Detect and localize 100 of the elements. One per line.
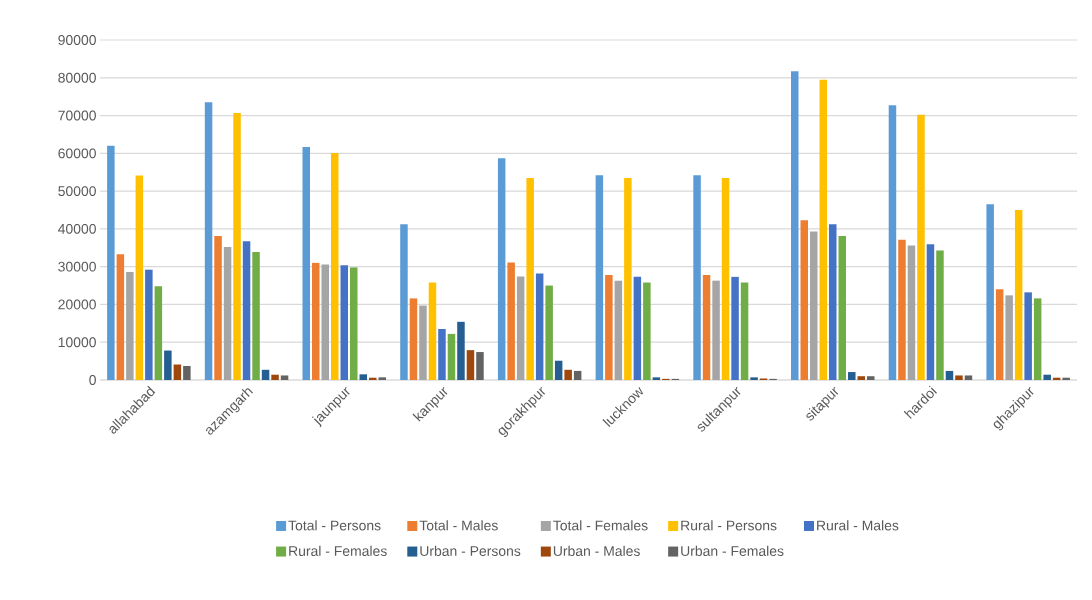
- bar: [643, 282, 651, 380]
- y-tick-label: 0: [89, 375, 96, 385]
- bar: [936, 250, 944, 380]
- bar: [223, 247, 232, 380]
- y-tick-label: 70000: [58, 110, 96, 121]
- legend-label: Total - Males: [419, 520, 498, 531]
- bar: [135, 175, 144, 380]
- bar: [331, 152, 339, 380]
- bar: [712, 280, 720, 380]
- bar: [145, 269, 153, 380]
- bar: [164, 350, 172, 380]
- bar: [497, 158, 506, 380]
- bar: [926, 244, 935, 380]
- legend-label: Total - Females: [553, 520, 648, 531]
- bar: [447, 333, 456, 380]
- bar: [1005, 295, 1013, 380]
- legend-label: Rural - Persons: [681, 520, 777, 531]
- bar: [614, 280, 623, 380]
- bar: [280, 375, 289, 380]
- bar: [573, 370, 582, 380]
- bar: [1062, 377, 1070, 380]
- bar: [409, 298, 418, 380]
- bar: [302, 146, 311, 380]
- bar: [995, 289, 1004, 380]
- bar: [898, 239, 906, 380]
- bar: [242, 241, 251, 380]
- bar: [750, 377, 758, 380]
- bar: [888, 105, 897, 380]
- bar: [564, 369, 572, 380]
- bar: [848, 372, 856, 380]
- bar: [986, 204, 994, 380]
- bar: [731, 276, 739, 380]
- bar: [740, 282, 749, 380]
- bar: [867, 376, 875, 380]
- bar: [457, 321, 465, 380]
- y-tick-label: 30000: [58, 261, 96, 272]
- bar: [428, 282, 437, 380]
- bar: [652, 377, 661, 380]
- bar: [693, 175, 701, 380]
- y-tick-label: 60000: [58, 148, 96, 159]
- bar: [955, 375, 963, 380]
- bar: [173, 364, 182, 380]
- bar: [516, 276, 525, 380]
- bar: [917, 114, 925, 380]
- bar: [605, 274, 613, 380]
- bar: [116, 254, 125, 380]
- bar: [438, 328, 446, 380]
- bar: [476, 352, 484, 380]
- bar: [204, 102, 213, 380]
- bar: [252, 251, 260, 380]
- bar: [369, 377, 377, 380]
- legend-label: Total - Persons: [288, 520, 381, 531]
- bar: [321, 264, 330, 380]
- bar: [829, 224, 837, 380]
- bar: [800, 220, 809, 380]
- bar: [1024, 292, 1032, 380]
- bar: [526, 177, 534, 380]
- bar: [624, 177, 632, 380]
- bar: [945, 370, 954, 380]
- bar: [507, 262, 515, 380]
- bar: [791, 71, 799, 380]
- bar: [1033, 298, 1042, 380]
- bar: [907, 245, 916, 380]
- y-tick-label: 90000: [58, 35, 96, 45]
- bar: [819, 79, 828, 380]
- bar: [633, 276, 642, 380]
- bar: [466, 350, 475, 380]
- bar: [271, 374, 279, 380]
- legend-label: Urban - Males: [553, 545, 640, 556]
- bar: [107, 145, 115, 380]
- y-tick-label: 10000: [58, 337, 96, 348]
- bar: [1043, 374, 1051, 380]
- bar: [838, 236, 847, 380]
- bar: [378, 377, 387, 380]
- bar: [545, 285, 553, 380]
- y-tick-label: 40000: [58, 223, 96, 234]
- bar: [350, 267, 358, 380]
- bar: [721, 177, 730, 380]
- bar: [261, 369, 270, 380]
- bar: [312, 262, 320, 380]
- y-tick-label: 80000: [58, 72, 96, 83]
- bar: [964, 375, 973, 380]
- bar: [359, 374, 368, 380]
- bar: [702, 274, 711, 380]
- bar: [400, 224, 408, 380]
- bar: [595, 175, 604, 380]
- y-tick-label: 50000: [58, 186, 96, 197]
- y-tick-label: 20000: [58, 299, 96, 310]
- bar: [233, 112, 241, 380]
- bar: [535, 273, 544, 380]
- bar: [214, 236, 222, 380]
- legend-label: Rural - Females: [289, 545, 387, 556]
- bar: [810, 231, 818, 380]
- legend-label: Rural - Males: [817, 520, 899, 531]
- bar: [183, 366, 191, 380]
- bar: [419, 305, 427, 380]
- bar: [1014, 210, 1023, 380]
- bar: [154, 286, 163, 380]
- legend-label: Urban - Females: [681, 545, 784, 556]
- legend-label: Urban - Persons: [420, 545, 521, 556]
